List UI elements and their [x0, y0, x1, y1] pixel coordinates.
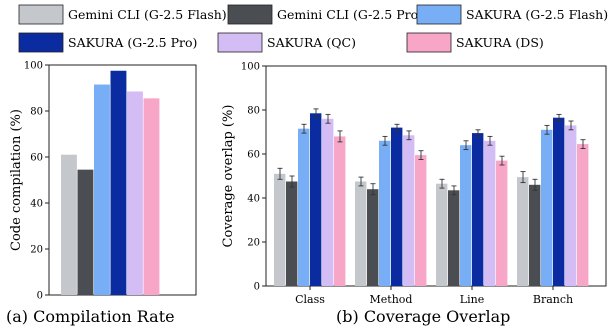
legend-entry: SAKURA (G-2.5 Flash)	[416, 4, 608, 25]
legend-swatch	[416, 4, 462, 25]
bar	[379, 140, 391, 286]
y-tick-label: 100	[241, 62, 260, 73]
coverage-overlap-chart: 0 20 40 60 80 100 Coverage overlap (%) Class Met…	[221, 62, 607, 306]
legend-entry: SAKURA (DS)	[406, 32, 544, 53]
caption-coverage-overlap: (b) Coverage Overlap	[336, 307, 510, 326]
y-tick-label: 20	[247, 238, 260, 249]
bar	[61, 154, 77, 295]
x-category-label: Class	[295, 293, 325, 306]
y-tick-label: 0	[254, 282, 260, 293]
bar	[77, 169, 94, 295]
y-axis-title: Coverage overlap (%)	[221, 105, 236, 248]
bar	[565, 125, 577, 287]
caption-compilation-rate: (a) Compilation Rate	[6, 307, 175, 326]
bar	[286, 181, 298, 286]
legend-label: SAKURA (DS)	[456, 35, 544, 50]
legend-label: Gemini CLI (G-2.5 Flash)	[68, 7, 227, 22]
y-tick-label: 20	[30, 245, 43, 256]
bar	[517, 177, 529, 286]
bar	[484, 140, 496, 286]
legend-swatch	[18, 4, 64, 25]
bar	[391, 127, 403, 286]
bar	[415, 155, 427, 286]
bar	[472, 133, 484, 286]
y-tick-label: 80	[30, 107, 43, 118]
legend-label: Gemini CLI (G-2.5 Pro)	[277, 7, 423, 22]
bar	[127, 91, 143, 295]
y-tick-label: 100	[24, 61, 43, 72]
bar	[355, 181, 367, 286]
legend-swatch	[406, 32, 452, 53]
y-tick-label: 40	[30, 199, 43, 210]
y-tick-label: 60	[30, 153, 43, 164]
bar	[94, 84, 110, 295]
y-tick-label: 80	[247, 106, 260, 117]
bar	[298, 128, 310, 286]
bar	[460, 145, 472, 286]
x-category-label: Branch	[533, 293, 573, 306]
y-tick-label: 60	[247, 150, 260, 161]
legend-label: SAKURA (G-2.5 Pro)	[68, 35, 197, 50]
bar	[143, 98, 160, 295]
legend-swatch	[18, 32, 64, 53]
y-tick-label: 0	[37, 291, 43, 302]
bar	[110, 70, 127, 295]
compilation-rate-chart: 0 20 40 60 80 100 Code compilation (%)	[9, 61, 197, 302]
legend-label: SAKURA (G-2.5 Flash)	[466, 7, 608, 22]
legend-label: SAKURA (QC)	[267, 35, 356, 50]
bar	[496, 160, 508, 286]
legend-entry: Gemini CLI (G-2.5 Flash)	[18, 4, 227, 25]
bar	[322, 118, 334, 286]
legend-swatch	[217, 32, 263, 53]
legend-entry: Gemini CLI (G-2.5 Pro)	[227, 4, 423, 25]
bar	[448, 190, 460, 286]
x-category-label: Line	[460, 293, 484, 306]
bar	[310, 113, 322, 286]
x-category-label: Method	[370, 293, 413, 306]
bar	[529, 184, 541, 286]
legend: Gemini CLI (G-2.5 Flash) Gemini CLI (G-2…	[18, 4, 608, 53]
bar	[436, 183, 448, 286]
bar	[274, 173, 286, 286]
bar	[553, 117, 565, 286]
bar	[577, 144, 589, 286]
bar	[541, 129, 553, 286]
bar	[334, 136, 346, 286]
y-tick-label: 40	[247, 194, 260, 205]
legend-swatch	[227, 4, 273, 25]
legend-entry: SAKURA (G-2.5 Pro)	[18, 32, 197, 53]
legend-entry: SAKURA (QC)	[217, 32, 356, 53]
bar	[403, 135, 415, 286]
y-axis-title: Code compilation (%)	[9, 109, 24, 251]
bar	[367, 189, 379, 286]
